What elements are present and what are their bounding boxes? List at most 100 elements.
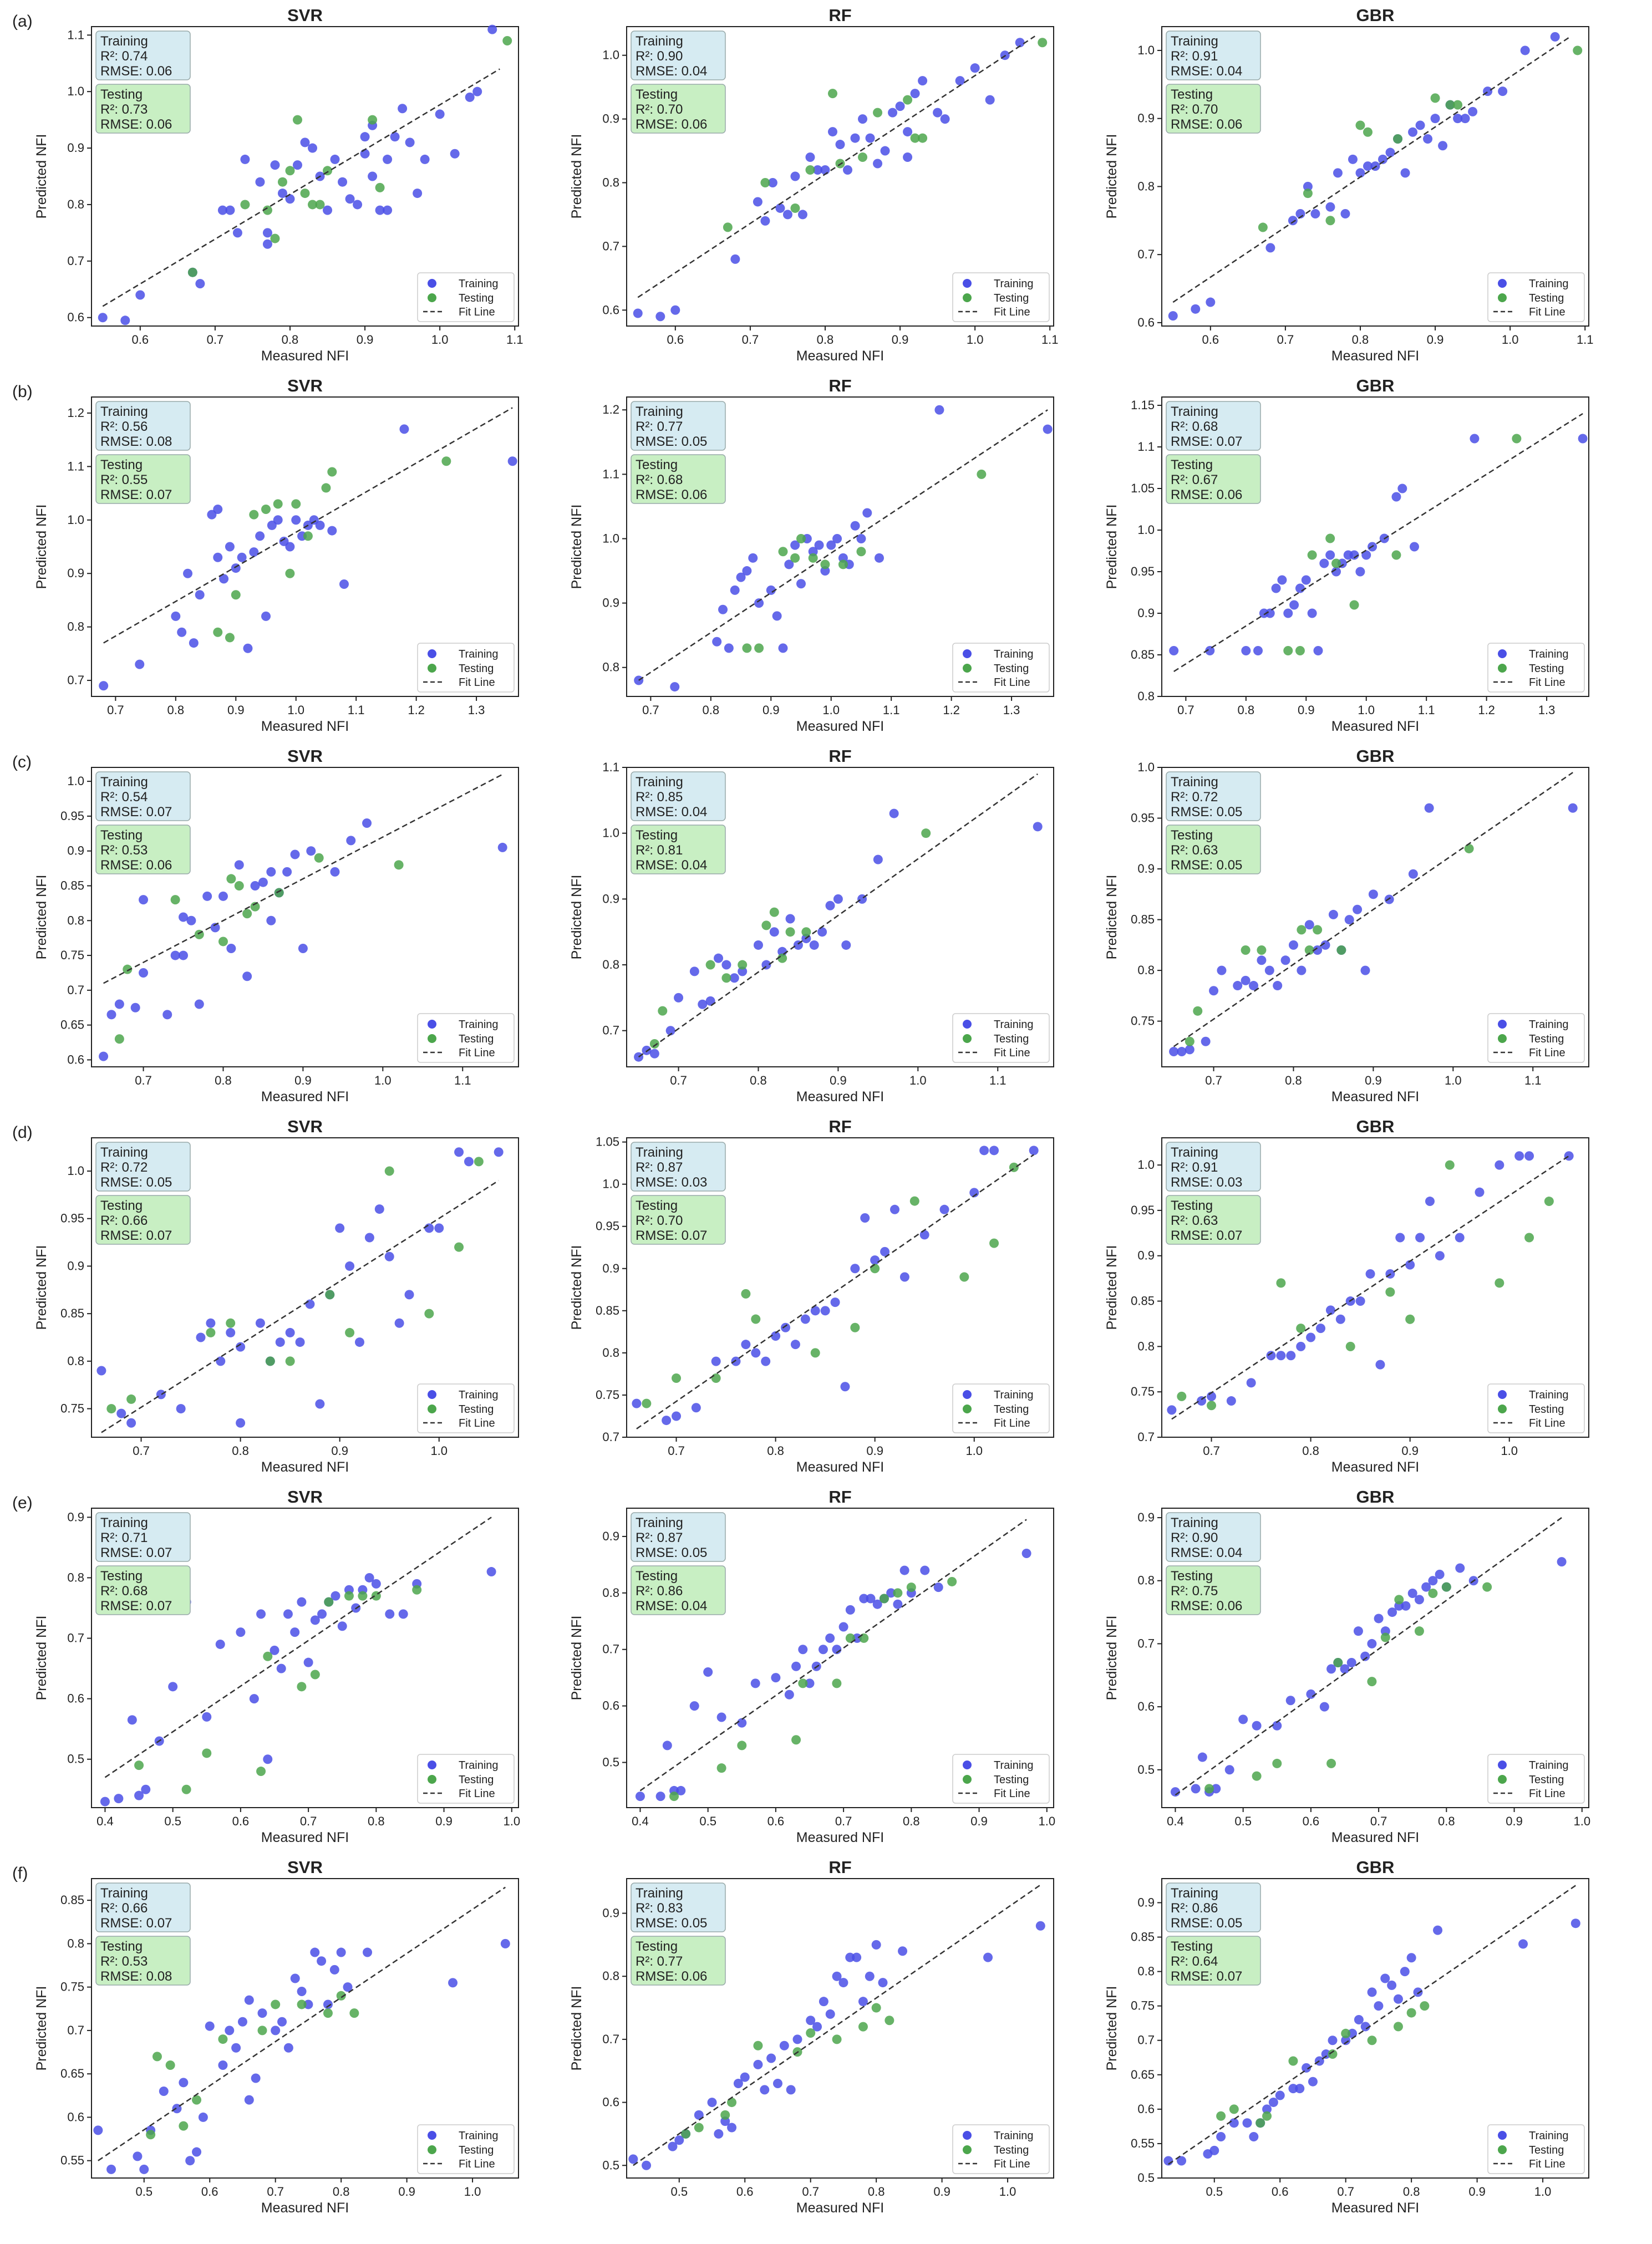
- training-point: [398, 104, 408, 114]
- x-tick-label: 0.7: [107, 703, 124, 717]
- training-point: [231, 563, 241, 573]
- y-tick-label: 1.0: [1137, 760, 1155, 774]
- testing-point: [257, 2026, 267, 2036]
- training-point: [323, 1999, 333, 2009]
- training-point: [1578, 434, 1588, 444]
- y-tick-label: 0.9: [67, 844, 84, 858]
- training-point: [742, 566, 752, 576]
- testing-point: [303, 531, 313, 541]
- training-point: [399, 424, 409, 434]
- training-point: [812, 2022, 822, 2032]
- training-stat-line: Training: [1171, 1515, 1218, 1530]
- legend-box: [1487, 2124, 1585, 2174]
- training-point: [733, 2078, 743, 2088]
- training-point: [899, 1272, 909, 1282]
- y-axis-label: Predicted NFI: [34, 505, 49, 589]
- training-point: [266, 915, 276, 925]
- training-point: [186, 915, 196, 925]
- x-tick-label: 0.7: [1370, 1814, 1387, 1828]
- testing-stat-line: R²: 0.86: [636, 1584, 683, 1599]
- testing-point: [858, 152, 868, 162]
- legend-testing-marker: [428, 293, 436, 302]
- legend-testing-label: Testing: [994, 292, 1029, 304]
- stats-box-bg: [631, 1882, 726, 1932]
- testing-point: [262, 205, 272, 215]
- scatter-panel: RF 0.4 0.5 0.6 0.7 0.8 0.9 1.0 0.5 0.6 0.7 0.8 0.9 Me…: [569, 1487, 1055, 1845]
- training-point: [135, 659, 145, 669]
- testing-point: [146, 2130, 156, 2140]
- training-point: [1271, 583, 1281, 593]
- y-tick-label: 0.9: [1137, 1510, 1155, 1524]
- testing-stat-line: RMSE: 0.06: [100, 117, 172, 132]
- training-point: [772, 611, 782, 621]
- training-point: [99, 1051, 109, 1061]
- training-point: [93, 2125, 103, 2135]
- testing-stat-line: Testing: [100, 828, 143, 843]
- testing-point: [1428, 1588, 1438, 1598]
- x-tick-label: 1.0: [374, 1073, 392, 1087]
- legend-box: [1487, 1383, 1585, 1433]
- training-point: [1340, 209, 1350, 218]
- training-point: [662, 1741, 672, 1751]
- y-tick-label: 0.9: [602, 596, 619, 610]
- training-point: [785, 914, 795, 924]
- stats-box-bg: [631, 1565, 726, 1615]
- x-axis-label: Measured NFI: [261, 1089, 349, 1105]
- x-tick-label: 1.0: [967, 333, 984, 347]
- legend-box: [952, 1383, 1050, 1433]
- training-stat-line: Training: [636, 1145, 683, 1160]
- training-point: [818, 1645, 828, 1655]
- y-tick-label: 0.65: [60, 2067, 84, 2080]
- testing-point: [1207, 1401, 1217, 1411]
- testing-point: [126, 1394, 136, 1404]
- legend-testing-marker: [963, 1775, 972, 1784]
- training-point: [285, 542, 295, 552]
- scatter-panel: GBR 0.7 0.8 0.9 1.0 1.1 0.75 0.8 0.85 0.9 0.95 1.0 M…: [1104, 746, 1589, 1105]
- y-tick-label: 0.85: [1131, 913, 1155, 927]
- y-tick-label: 1.2: [602, 403, 619, 416]
- training-point: [1518, 1939, 1528, 1949]
- y-tick-label: 0.7: [1137, 2033, 1155, 2047]
- training-point: [1355, 1296, 1365, 1306]
- training-point: [940, 114, 950, 124]
- training-point: [1395, 1233, 1405, 1243]
- training-point: [838, 553, 848, 563]
- testing-stat-line: R²: 0.70: [636, 102, 683, 117]
- training-point: [310, 1615, 320, 1625]
- training-point: [662, 1416, 672, 1426]
- training-point: [100, 1797, 110, 1807]
- legend-box: [1487, 1754, 1585, 1804]
- training-point: [1328, 2036, 1338, 2045]
- legend-fit-label: Fit Line: [994, 1417, 1030, 1429]
- training-point: [1328, 909, 1338, 919]
- x-tick-label: 0.6: [1303, 1814, 1320, 1828]
- testing-point: [796, 533, 806, 543]
- training-point: [225, 2026, 235, 2036]
- y-tick-label: 1.0: [602, 1177, 619, 1191]
- x-tick-label: 0.5: [135, 2185, 153, 2199]
- legend-training-label: Training: [459, 1389, 499, 1401]
- testing-point: [256, 1767, 266, 1777]
- training-point: [116, 1408, 126, 1418]
- training-point: [106, 2164, 116, 2174]
- legend-training-label: Training: [459, 2130, 499, 2142]
- training-point: [873, 854, 883, 864]
- training-point: [1280, 955, 1290, 965]
- testing-point: [1328, 2049, 1338, 2059]
- y-tick-label: 0.8: [67, 1570, 84, 1584]
- training-point: [672, 1411, 682, 1421]
- training-point: [236, 1342, 246, 1352]
- training-point: [796, 579, 806, 589]
- x-tick-label: 0.8: [368, 1814, 385, 1828]
- legend-fit-label: Fit Line: [459, 1047, 495, 1059]
- testing-point: [1349, 600, 1359, 610]
- y-tick-label: 0.95: [60, 1212, 84, 1225]
- training-point: [317, 1956, 327, 1966]
- testing-point: [368, 115, 378, 125]
- training-point: [711, 1356, 721, 1366]
- testing-point: [1380, 1632, 1390, 1642]
- testing-point: [1283, 646, 1293, 655]
